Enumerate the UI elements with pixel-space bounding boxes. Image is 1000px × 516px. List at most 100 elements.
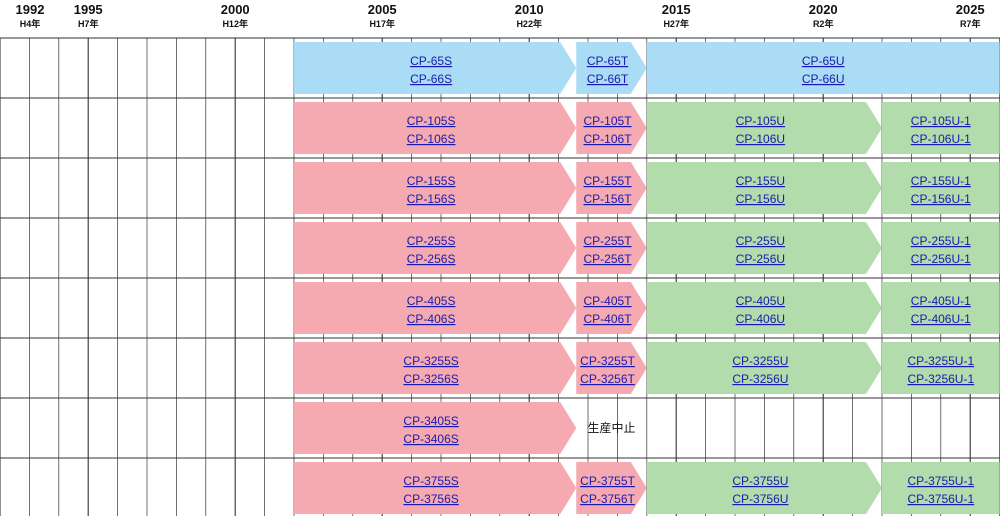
year-tick-label: 2010 <box>515 2 544 17</box>
model-link[interactable]: CP-405S <box>407 294 456 308</box>
era-tick-label: H4年 <box>20 18 41 29</box>
model-link[interactable]: CP-256T <box>584 252 633 266</box>
model-link[interactable]: CP-66T <box>587 72 629 86</box>
model-link[interactable]: CP-156S <box>407 192 456 206</box>
era-tick-label: H22年 <box>516 18 542 29</box>
era-tick-label: R2年 <box>813 18 834 29</box>
timeline-bar <box>882 462 1000 514</box>
model-link[interactable]: CP-3756U <box>732 492 788 506</box>
model-link[interactable]: CP-106S <box>407 132 456 146</box>
year-tick-label: 2015 <box>662 2 691 17</box>
model-link[interactable]: CP-406U-1 <box>911 312 971 326</box>
timeline-bar <box>576 102 647 154</box>
timeline-bar <box>882 342 1000 394</box>
timeline-bar <box>882 282 1000 334</box>
model-link[interactable]: CP-105U-1 <box>911 114 971 128</box>
model-link[interactable]: CP-255U <box>736 234 785 248</box>
model-link[interactable]: CP-3255U-1 <box>907 354 974 368</box>
timeline-labels: CP-65S CP-66S CP-65T CP-66T CP-65U CP-66U CP-1… <box>403 54 974 506</box>
model-link[interactable]: CP-66S <box>410 72 452 86</box>
era-tick-label: H7年 <box>78 18 99 29</box>
model-link[interactable]: CP-3406S <box>403 432 458 446</box>
model-link[interactable]: CP-3255T <box>580 354 635 368</box>
timeline-bar <box>576 222 647 274</box>
timeline-bar <box>294 402 577 454</box>
model-link[interactable]: CP-256U <box>736 252 785 266</box>
timeline-bar <box>576 162 647 214</box>
model-link[interactable]: CP-406U <box>736 312 785 326</box>
model-link[interactable]: CP-3755S <box>403 474 458 488</box>
model-link[interactable]: CP-106U-1 <box>911 132 971 146</box>
model-link[interactable]: CP-3755U <box>732 474 788 488</box>
year-tick-label: 2000 <box>221 2 250 17</box>
model-link[interactable]: CP-3256U-1 <box>907 372 974 386</box>
model-link[interactable]: CP-3255U <box>732 354 788 368</box>
model-link[interactable]: CP-155U-1 <box>911 174 971 188</box>
year-tick-label: 2005 <box>368 2 397 17</box>
year-tick-label: 1995 <box>74 2 103 17</box>
model-link[interactable]: CP-3756S <box>403 492 458 506</box>
model-link[interactable]: CP-405U-1 <box>911 294 971 308</box>
model-link[interactable]: CP-3755U-1 <box>907 474 974 488</box>
model-link[interactable]: CP-155T <box>584 174 633 188</box>
timeline-bar <box>294 162 577 214</box>
timeline-bar <box>576 42 647 94</box>
model-link[interactable]: CP-255U-1 <box>911 234 971 248</box>
model-link[interactable]: CP-156T <box>584 192 633 206</box>
model-link[interactable]: CP-3405S <box>403 414 458 428</box>
timeline-bar <box>576 282 647 334</box>
timeline-bar <box>646 342 882 394</box>
timeline-bar <box>294 462 577 514</box>
timeline-bar <box>294 282 577 334</box>
timeline-bar <box>294 222 577 274</box>
model-link[interactable]: CP-155U <box>736 174 785 188</box>
model-link[interactable]: CP-3256T <box>580 372 635 386</box>
timeline-bar <box>882 162 1000 214</box>
year-tick-label: 1992 <box>16 2 45 17</box>
model-link[interactable]: CP-155S <box>407 174 456 188</box>
model-link[interactable]: CP-105S <box>407 114 456 128</box>
timeline-bar <box>646 42 1000 94</box>
model-link[interactable]: CP-3255S <box>403 354 458 368</box>
era-tick-label: H27年 <box>663 18 689 29</box>
model-link[interactable]: CP-256U-1 <box>911 252 971 266</box>
timeline-bar <box>882 222 1000 274</box>
model-link[interactable]: CP-105U <box>736 114 785 128</box>
model-link[interactable]: CP-106T <box>584 132 633 146</box>
model-link[interactable]: CP-3256S <box>403 372 458 386</box>
model-link[interactable]: CP-405T <box>584 294 633 308</box>
model-link[interactable]: CP-256S <box>407 252 456 266</box>
model-link[interactable]: CP-3755T <box>580 474 635 488</box>
year-tick-label: 2020 <box>809 2 838 17</box>
year-tick-label: 2025 <box>956 2 985 17</box>
model-link[interactable]: CP-66U <box>802 72 845 86</box>
model-link[interactable]: CP-255S <box>407 234 456 248</box>
model-link[interactable]: CP-3756U-1 <box>907 492 974 506</box>
era-tick-label: H17年 <box>369 18 395 29</box>
model-link[interactable]: CP-105T <box>584 114 633 128</box>
model-link[interactable]: CP-3756T <box>580 492 635 506</box>
timeline-bar <box>294 102 577 154</box>
model-link[interactable]: CP-65T <box>587 54 629 68</box>
timeline-bars <box>294 42 1000 514</box>
timeline-bar <box>576 342 647 394</box>
discontinued-note: 生産中止 <box>588 420 636 435</box>
era-tick-label: R7年 <box>960 18 981 29</box>
timeline-bar <box>646 462 882 514</box>
model-link[interactable]: CP-65U <box>802 54 845 68</box>
model-link[interactable]: CP-406S <box>407 312 456 326</box>
timeline-bar <box>294 342 577 394</box>
model-link[interactable]: CP-3256U <box>732 372 788 386</box>
model-link[interactable]: CP-156U <box>736 192 785 206</box>
timeline-bar <box>646 282 882 334</box>
timeline-bar <box>294 42 577 94</box>
model-link[interactable]: CP-65S <box>410 54 452 68</box>
model-link[interactable]: CP-156U-1 <box>911 192 971 206</box>
model-link[interactable]: CP-106U <box>736 132 785 146</box>
model-link[interactable]: CP-406T <box>584 312 633 326</box>
era-tick-label: H12年 <box>222 18 248 29</box>
model-link[interactable]: CP-255T <box>584 234 633 248</box>
model-link[interactable]: CP-405U <box>736 294 785 308</box>
